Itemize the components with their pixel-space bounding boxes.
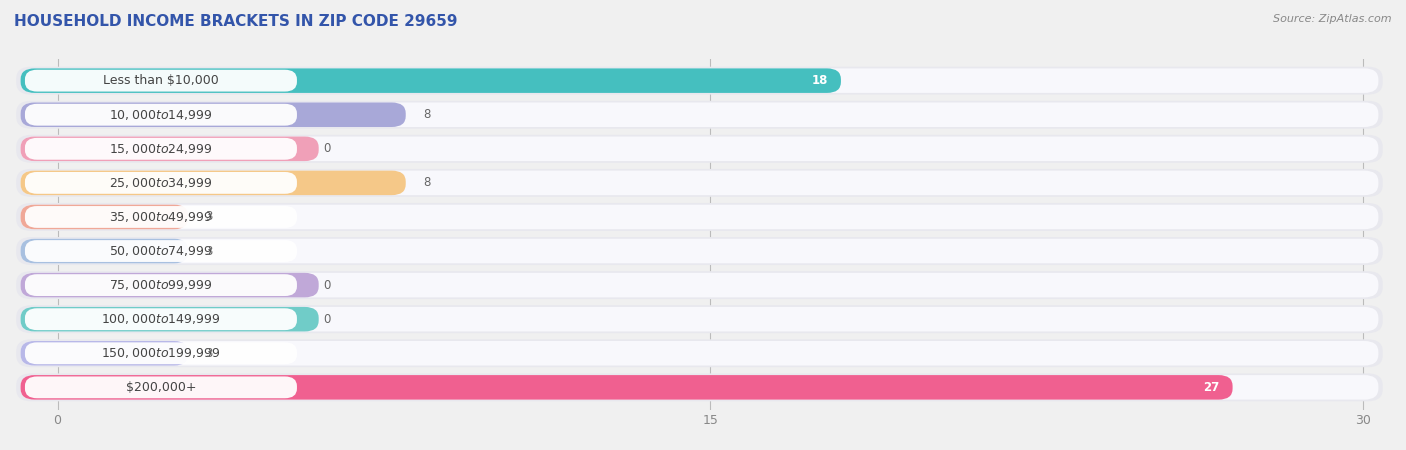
FancyBboxPatch shape — [25, 240, 297, 262]
Text: 3: 3 — [205, 211, 212, 224]
FancyBboxPatch shape — [21, 68, 841, 93]
FancyBboxPatch shape — [17, 237, 1382, 265]
FancyBboxPatch shape — [21, 205, 188, 229]
FancyBboxPatch shape — [21, 103, 1378, 127]
FancyBboxPatch shape — [21, 307, 1378, 332]
FancyBboxPatch shape — [21, 171, 1378, 195]
FancyBboxPatch shape — [21, 68, 1378, 93]
FancyBboxPatch shape — [21, 136, 319, 161]
Text: $50,000 to $74,999: $50,000 to $74,999 — [110, 244, 212, 258]
Text: $10,000 to $14,999: $10,000 to $14,999 — [110, 108, 212, 122]
FancyBboxPatch shape — [21, 307, 319, 332]
Text: 3: 3 — [205, 244, 212, 257]
FancyBboxPatch shape — [17, 67, 1382, 94]
FancyBboxPatch shape — [17, 305, 1382, 333]
FancyBboxPatch shape — [17, 271, 1382, 299]
FancyBboxPatch shape — [21, 239, 1378, 263]
FancyBboxPatch shape — [21, 273, 1378, 297]
FancyBboxPatch shape — [21, 239, 188, 263]
FancyBboxPatch shape — [25, 274, 297, 296]
FancyBboxPatch shape — [17, 169, 1382, 197]
FancyBboxPatch shape — [25, 138, 297, 160]
Text: $25,000 to $34,999: $25,000 to $34,999 — [110, 176, 212, 190]
Text: Source: ZipAtlas.com: Source: ZipAtlas.com — [1274, 14, 1392, 23]
Text: $35,000 to $49,999: $35,000 to $49,999 — [110, 210, 212, 224]
FancyBboxPatch shape — [21, 341, 188, 365]
Text: $75,000 to $99,999: $75,000 to $99,999 — [110, 278, 212, 292]
Text: 0: 0 — [323, 313, 330, 326]
Text: 27: 27 — [1204, 381, 1219, 394]
FancyBboxPatch shape — [25, 206, 297, 228]
FancyBboxPatch shape — [17, 101, 1382, 129]
Text: 0: 0 — [323, 279, 330, 292]
FancyBboxPatch shape — [21, 375, 1378, 400]
FancyBboxPatch shape — [17, 374, 1382, 401]
Text: 18: 18 — [811, 74, 828, 87]
FancyBboxPatch shape — [25, 70, 297, 91]
FancyBboxPatch shape — [25, 377, 297, 398]
Text: $200,000+: $200,000+ — [125, 381, 197, 394]
FancyBboxPatch shape — [25, 308, 297, 330]
Text: Less than $10,000: Less than $10,000 — [103, 74, 219, 87]
FancyBboxPatch shape — [21, 103, 406, 127]
FancyBboxPatch shape — [21, 341, 1378, 365]
FancyBboxPatch shape — [17, 339, 1382, 367]
Text: 3: 3 — [205, 347, 212, 360]
FancyBboxPatch shape — [25, 172, 297, 194]
FancyBboxPatch shape — [17, 135, 1382, 163]
FancyBboxPatch shape — [25, 104, 297, 126]
Text: $15,000 to $24,999: $15,000 to $24,999 — [110, 142, 212, 156]
FancyBboxPatch shape — [21, 136, 1378, 161]
FancyBboxPatch shape — [21, 375, 1233, 400]
Text: $100,000 to $149,999: $100,000 to $149,999 — [101, 312, 221, 326]
FancyBboxPatch shape — [21, 171, 406, 195]
FancyBboxPatch shape — [21, 273, 319, 297]
Text: 0: 0 — [323, 142, 330, 155]
Text: $150,000 to $199,999: $150,000 to $199,999 — [101, 346, 221, 360]
Text: HOUSEHOLD INCOME BRACKETS IN ZIP CODE 29659: HOUSEHOLD INCOME BRACKETS IN ZIP CODE 29… — [14, 14, 457, 28]
FancyBboxPatch shape — [21, 205, 1378, 229]
Text: 8: 8 — [423, 108, 430, 121]
Text: 8: 8 — [423, 176, 430, 189]
FancyBboxPatch shape — [17, 203, 1382, 231]
FancyBboxPatch shape — [25, 342, 297, 364]
